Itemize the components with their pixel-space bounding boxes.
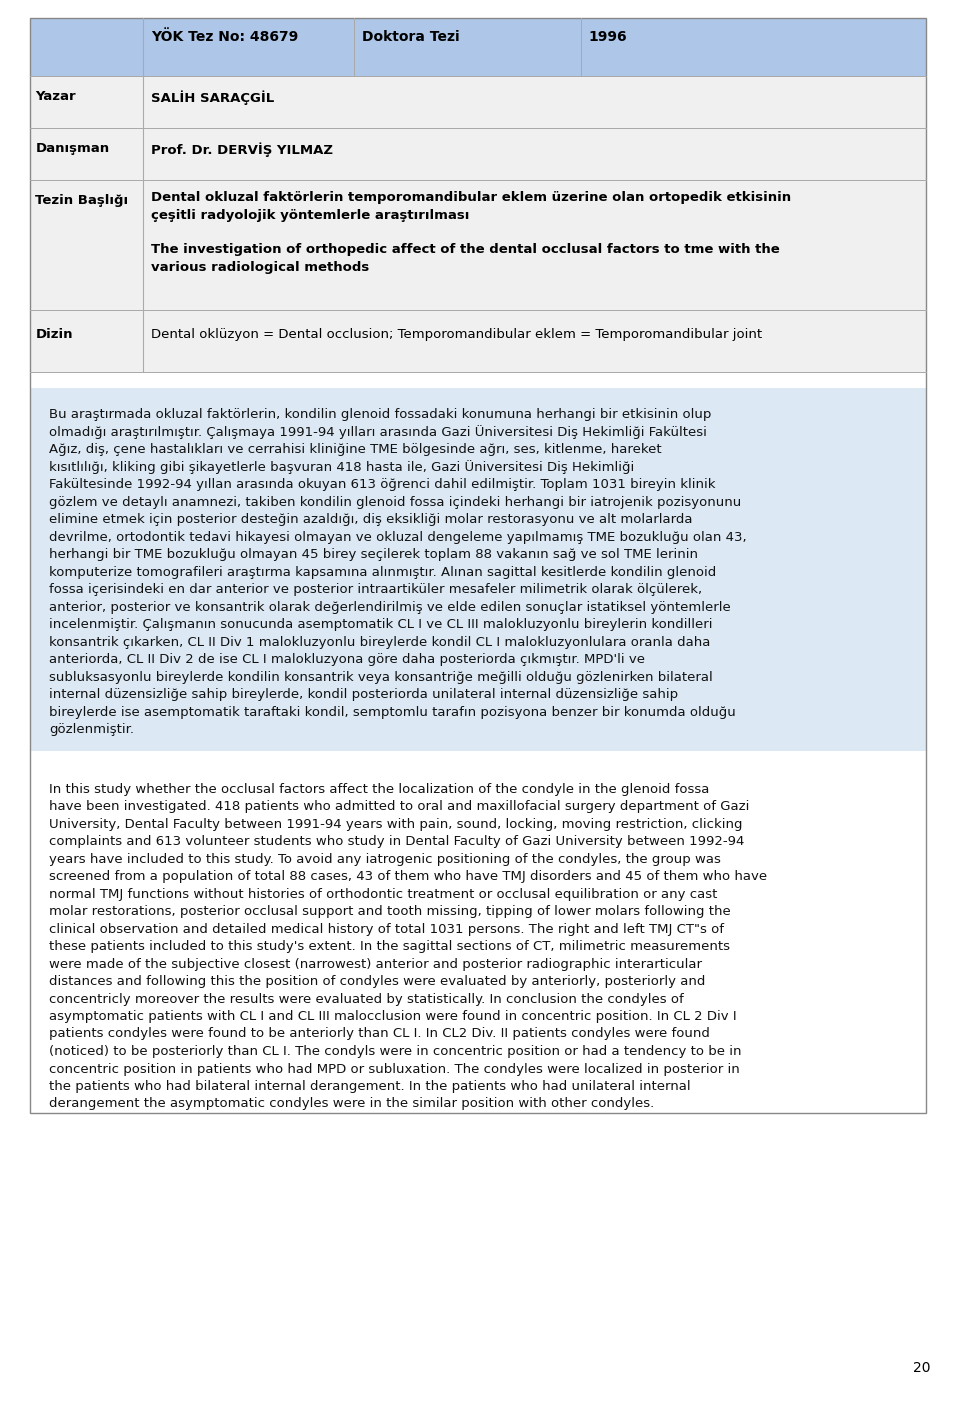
Text: internal düzensizliğe sahip bireylerde, kondil posteriorda unilateral internal d: internal düzensizliğe sahip bireylerde, … [49, 688, 679, 700]
Text: derangement the asymptomatic condyles were in the similar position with other co: derangement the asymptomatic condyles we… [49, 1097, 655, 1111]
Text: Dental oklüzyon = Dental occlusion; Temporomandibular eklem = Temporomandibular : Dental oklüzyon = Dental occlusion; Temp… [151, 328, 762, 340]
Bar [143, 179, 925, 310]
Text: 20: 20 [913, 1360, 930, 1374]
Text: Dizin: Dizin [36, 328, 73, 340]
Text: Prof. Dr. DERVİŞ YILMAZ: Prof. Dr. DERVİŞ YILMAZ [151, 142, 333, 157]
Text: kısıtlılığı, kliking gibi şikayetlerle başvuran 418 hasta ile, Gazi Üniversitesi: kısıtlılığı, kliking gibi şikayetlerle b… [49, 461, 635, 475]
Text: Dental okluzal faktörlerin temporomandibular eklem üzerine olan ortopedik etkisi: Dental okluzal faktörlerin temporomandib… [151, 191, 791, 205]
Text: clinical observation and detailed medical history of total 1031 persons. The rig: clinical observation and detailed medica… [49, 922, 724, 936]
Text: Danışman: Danışman [36, 142, 109, 156]
Text: çeşitli radyolojik yöntemlerle araştırılması: çeşitli radyolojik yöntemlerle araştırıl… [151, 209, 469, 221]
Text: Doktora Tezi: Doktora Tezi [362, 29, 460, 43]
Text: anteriorda, CL II Div 2 de ise CL I malokluzyona göre daha posteriorda çıkmıştır: anteriorda, CL II Div 2 de ise CL I malo… [49, 653, 645, 665]
Text: various radiological methods: various radiological methods [151, 261, 369, 275]
Text: olmadığı araştırılmıştır. Çalışmaya 1991-94 yılları arasında Gazi Üniversitesi D: olmadığı araştırılmıştır. Çalışmaya 1991… [49, 426, 708, 440]
Text: YÖK Tez No: 48679: YÖK Tez No: 48679 [151, 29, 298, 43]
Text: gözlenmiştir.: gözlenmiştir. [49, 723, 134, 736]
Text: anterior, posterior ve konsantrik olarak değerlendirilmiş ve elde edilen sonuçla: anterior, posterior ve konsantrik olarak… [49, 601, 731, 614]
Text: bireylerde ise asemptomatik taraftaki kondil, semptomlu tarafın pozisyona benzer: bireylerde ise asemptomatik taraftaki ko… [49, 706, 736, 719]
Text: elimine etmek için posterior desteğin azaldığı, diş eksikliği molar restorasyonu: elimine etmek için posterior desteğin az… [49, 513, 693, 525]
Text: The investigation of orthopedic affect of the dental occlusal factors to tme wit: The investigation of orthopedic affect o… [151, 242, 780, 256]
Text: were made of the subjective closest (narrowest) anterior and posterior radiograp: were made of the subjective closest (nar… [49, 957, 702, 971]
Bar [30, 310, 143, 373]
Bar [143, 18, 354, 76]
Text: Yazar: Yazar [36, 90, 76, 104]
Text: devrilme, ortodontik tedavi hikayesi olmayan ve okluzal dengeleme yapılmamış TME: devrilme, ortodontik tedavi hikayesi olm… [49, 531, 747, 544]
Text: normal TMJ functions without histories of orthodontic treatment or occlusal equi: normal TMJ functions without histories o… [49, 887, 718, 901]
Text: the patients who had bilateral internal derangement. In the patients who had uni: the patients who had bilateral internal … [49, 1080, 691, 1093]
Text: (noticed) to be posteriorly than CL I. The condyls were in concentric position o: (noticed) to be posteriorly than CL I. T… [49, 1045, 742, 1058]
Text: University, Dental Faculty between 1991-94 years with pain, sound, locking, movi: University, Dental Faculty between 1991-… [49, 818, 743, 831]
Bar [30, 18, 143, 76]
Bar [30, 388, 925, 751]
Bar [143, 127, 925, 179]
Text: these patients included to this study's extent. In the sagittal sections of CT, : these patients included to this study's … [49, 940, 731, 953]
Text: Tezin Başlığı: Tezin Başlığı [36, 193, 129, 207]
Text: 1996: 1996 [588, 29, 628, 43]
Bar [30, 18, 925, 1112]
Bar [30, 127, 143, 179]
Bar [30, 769, 925, 1131]
Bar [143, 310, 925, 373]
Text: fossa içerisindeki en dar anterior ve posterior intraartiküler mesafeler milimet: fossa içerisindeki en dar anterior ve po… [49, 583, 703, 595]
Bar [30, 76, 143, 127]
Text: years have included to this study. To avoid any iatrogenic positioning of the co: years have included to this study. To av… [49, 852, 721, 866]
Text: Ağız, diş, çene hastalıkları ve cerrahisi kliniğine TME bölgesinde ağrı, ses, ki: Ağız, diş, çene hastalıkları ve cerrahis… [49, 443, 661, 455]
Text: concentric position in patients who had MPD or subluxation. The condyles were lo: concentric position in patients who had … [49, 1062, 740, 1076]
Text: komputerize tomografileri araştırma kapsamına alınmıştır. Alınan sagittal kesitl: komputerize tomografileri araştırma kaps… [49, 566, 716, 579]
Text: asymptomatic patients with CL I and CL III malocclusion were found in concentric: asymptomatic patients with CL I and CL I… [49, 1010, 737, 1023]
Bar [581, 18, 925, 76]
Text: complaints and 613 volunteer students who study in Dental Faculty of Gazi Univer: complaints and 613 volunteer students wh… [49, 835, 745, 848]
Text: distances and following this the position of condyles were evaluated by anterior: distances and following this the positio… [49, 975, 706, 988]
Text: Bu araştırmada okluzal faktörlerin, kondilin glenoid fossadaki konumuna herhangi: Bu araştırmada okluzal faktörlerin, kond… [49, 408, 711, 420]
Text: subluksasyonlu bireylerde kondilin konsantrik veya konsantriğe meğilli olduğu gö: subluksasyonlu bireylerde kondilin konsa… [49, 671, 713, 684]
Text: have been investigated. 418 patients who admitted to oral and maxillofacial surg: have been investigated. 418 patients who… [49, 800, 750, 813]
Text: herhangi bir TME bozukluğu olmayan 45 birey seçilerek toplam 88 vakanın sağ ve s: herhangi bir TME bozukluğu olmayan 45 bi… [49, 548, 698, 560]
Text: patients condyles were found to be anteriorly than CL I. In CL2 Div. II patients: patients condyles were found to be anter… [49, 1027, 710, 1041]
Text: molar restorations, posterior occlusal support and tooth missing, tipping of low: molar restorations, posterior occlusal s… [49, 905, 731, 918]
Bar [354, 18, 581, 76]
Text: In this study whether the occlusal factors affect the localization of the condyl: In this study whether the occlusal facto… [49, 783, 709, 796]
Text: gözlem ve detaylı anamnezi, takiben kondilin glenoid fossa içindeki herhangi bir: gözlem ve detaylı anamnezi, takiben kond… [49, 496, 741, 509]
Bar [30, 179, 143, 310]
Text: concentricly moreover the results were evaluated by statistically. In conclusion: concentricly moreover the results were e… [49, 992, 684, 1006]
Text: SALİH SARAÇGİL: SALİH SARAÇGİL [151, 90, 274, 105]
Text: screened from a population of total 88 cases, 43 of them who have TMJ disorders : screened from a population of total 88 c… [49, 870, 767, 883]
Text: incelenmiştir. Çalışmanın sonucunda asemptomatik CL I ve CL III malokluzyonlu bi: incelenmiştir. Çalışmanın sonucunda asem… [49, 618, 712, 630]
Text: konsantrik çıkarken, CL II Div 1 malokluzyonlu bireylerde kondil CL I malokluzyo: konsantrik çıkarken, CL II Div 1 maloklu… [49, 636, 710, 649]
Text: Fakültesinde 1992-94 yıllan arasında okuyan 613 öğrenci dahil edilmiştir. Toplam: Fakültesinde 1992-94 yıllan arasında oku… [49, 478, 716, 490]
Bar [143, 76, 925, 127]
